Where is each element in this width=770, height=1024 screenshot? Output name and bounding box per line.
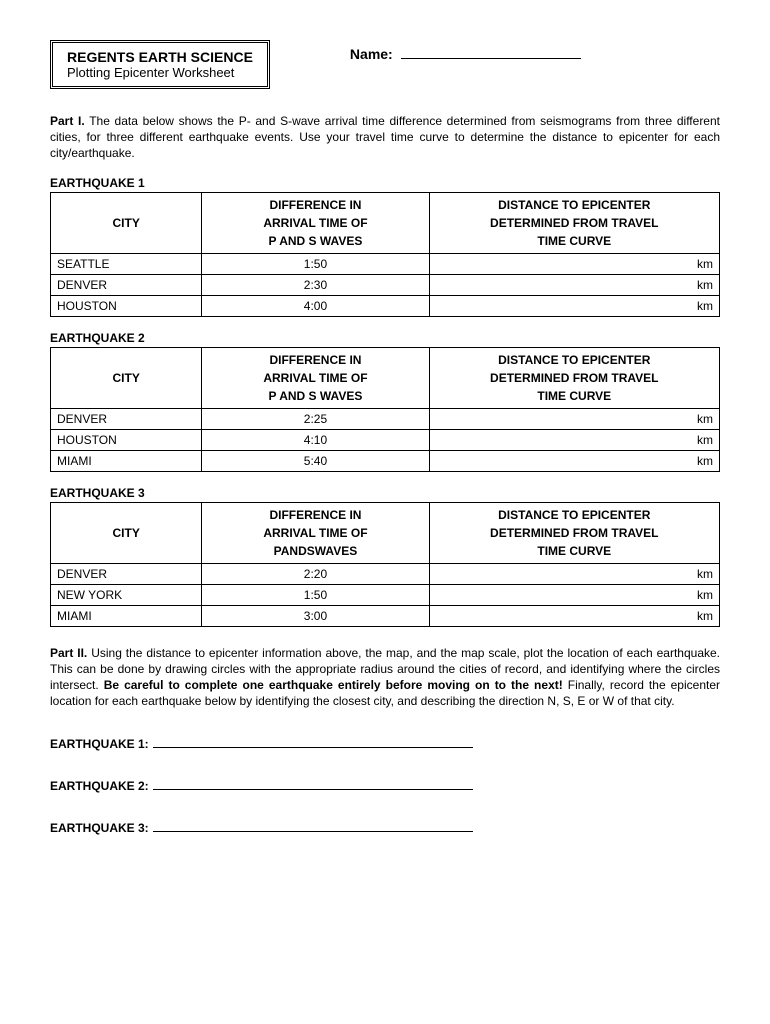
answer-label: EARTHQUAKE 2: — [50, 779, 149, 793]
table-row: DENVER2:30km — [51, 274, 720, 295]
table-row: NEW YORK1:50km — [51, 584, 720, 605]
tables-container: EARTHQUAKE 1 CITY DIFFERENCE INARRIVAL TI… — [50, 176, 720, 627]
diff-cell: 1:50 — [202, 253, 429, 274]
city-cell: DENVER — [51, 274, 202, 295]
diff-cell: 2:30 — [202, 274, 429, 295]
dist-cell[interactable]: km — [429, 253, 719, 274]
col-header-dist: DISTANCE TO EPICENTERDETERMINED FROM TRA… — [429, 502, 719, 563]
city-cell: NEW YORK — [51, 584, 202, 605]
col-header-dist: DISTANCE TO EPICENTERDETERMINED FROM TRA… — [429, 347, 719, 408]
col-header-city: CITY — [51, 502, 202, 563]
table-row: DENVER2:20km — [51, 563, 720, 584]
table-row: MIAMI3:00km — [51, 605, 720, 626]
table-row: HOUSTON4:00km — [51, 295, 720, 316]
answer-line: EARTHQUAKE 2: — [50, 779, 720, 793]
name-field: Name: — [350, 40, 581, 62]
diff-cell: 2:25 — [202, 408, 429, 429]
col-header-dist: DISTANCE TO EPICENTERDETERMINED FROM TRA… — [429, 192, 719, 253]
earthquake-table: CITY DIFFERENCE INARRIVAL TIME OFP AND S… — [50, 192, 720, 317]
dist-cell[interactable]: km — [429, 408, 719, 429]
name-label: Name: — [350, 46, 393, 62]
part2-bold: Be careful to complete one earthquake en… — [104, 678, 563, 692]
part1-label: Part I. — [50, 114, 85, 128]
city-cell: HOUSTON — [51, 295, 202, 316]
table-row: SEATTLE1:50km — [51, 253, 720, 274]
name-input-line[interactable] — [401, 58, 581, 59]
answer-label: EARTHQUAKE 3: — [50, 821, 149, 835]
table-row: MIAMI5:40km — [51, 450, 720, 471]
diff-cell: 4:10 — [202, 429, 429, 450]
col-header-city: CITY — [51, 192, 202, 253]
answer-input-line[interactable] — [153, 789, 473, 790]
answer-input-line[interactable] — [153, 747, 473, 748]
table-row: DENVER2:25km — [51, 408, 720, 429]
dist-cell[interactable]: km — [429, 605, 719, 626]
col-header-diff: DIFFERENCE INARRIVAL TIME OFP AND S WAVE… — [202, 347, 429, 408]
city-cell: DENVER — [51, 408, 202, 429]
title-box: REGENTS EARTH SCIENCE Plotting Epicenter… — [50, 40, 270, 89]
city-cell: DENVER — [51, 563, 202, 584]
title-sub: Plotting Epicenter Worksheet — [67, 65, 253, 80]
answer-line: EARTHQUAKE 3: — [50, 821, 720, 835]
part1-text: The data below shows the P- and S-wave a… — [50, 114, 720, 160]
dist-cell[interactable]: km — [429, 450, 719, 471]
header-row: REGENTS EARTH SCIENCE Plotting Epicenter… — [50, 40, 720, 89]
earthquake-label: EARTHQUAKE 2 — [50, 331, 720, 345]
dist-cell[interactable]: km — [429, 563, 719, 584]
col-header-city: CITY — [51, 347, 202, 408]
part2-label: Part II. — [50, 646, 87, 660]
dist-cell[interactable]: km — [429, 295, 719, 316]
answers-container: EARTHQUAKE 1: EARTHQUAKE 2: EARTHQUAKE 3: — [50, 737, 720, 835]
dist-cell[interactable]: km — [429, 584, 719, 605]
dist-cell[interactable]: km — [429, 274, 719, 295]
col-header-diff: DIFFERENCE INARRIVAL TIME OFP AND S WAVE… — [202, 192, 429, 253]
diff-cell: 1:50 — [202, 584, 429, 605]
earthquake-label: EARTHQUAKE 1 — [50, 176, 720, 190]
answer-label: EARTHQUAKE 1: — [50, 737, 149, 751]
diff-cell: 3:00 — [202, 605, 429, 626]
answer-input-line[interactable] — [153, 831, 473, 832]
earthquake-table: CITY DIFFERENCE INARRIVAL TIME OFPANDSWA… — [50, 502, 720, 627]
earthquake-table: CITY DIFFERENCE INARRIVAL TIME OFP AND S… — [50, 347, 720, 472]
col-header-diff: DIFFERENCE INARRIVAL TIME OFPANDSWAVES — [202, 502, 429, 563]
part2-instructions: Part II. Using the distance to epicenter… — [50, 645, 720, 710]
diff-cell: 5:40 — [202, 450, 429, 471]
city-cell: MIAMI — [51, 605, 202, 626]
city-cell: MIAMI — [51, 450, 202, 471]
city-cell: HOUSTON — [51, 429, 202, 450]
title-main: REGENTS EARTH SCIENCE — [67, 49, 253, 65]
earthquake-label: EARTHQUAKE 3 — [50, 486, 720, 500]
dist-cell[interactable]: km — [429, 429, 719, 450]
table-row: HOUSTON4:10km — [51, 429, 720, 450]
diff-cell: 4:00 — [202, 295, 429, 316]
answer-line: EARTHQUAKE 1: — [50, 737, 720, 751]
part1-instructions: Part I. The data below shows the P- and … — [50, 113, 720, 162]
diff-cell: 2:20 — [202, 563, 429, 584]
city-cell: SEATTLE — [51, 253, 202, 274]
worksheet-page: REGENTS EARTH SCIENCE Plotting Epicenter… — [0, 0, 770, 1024]
